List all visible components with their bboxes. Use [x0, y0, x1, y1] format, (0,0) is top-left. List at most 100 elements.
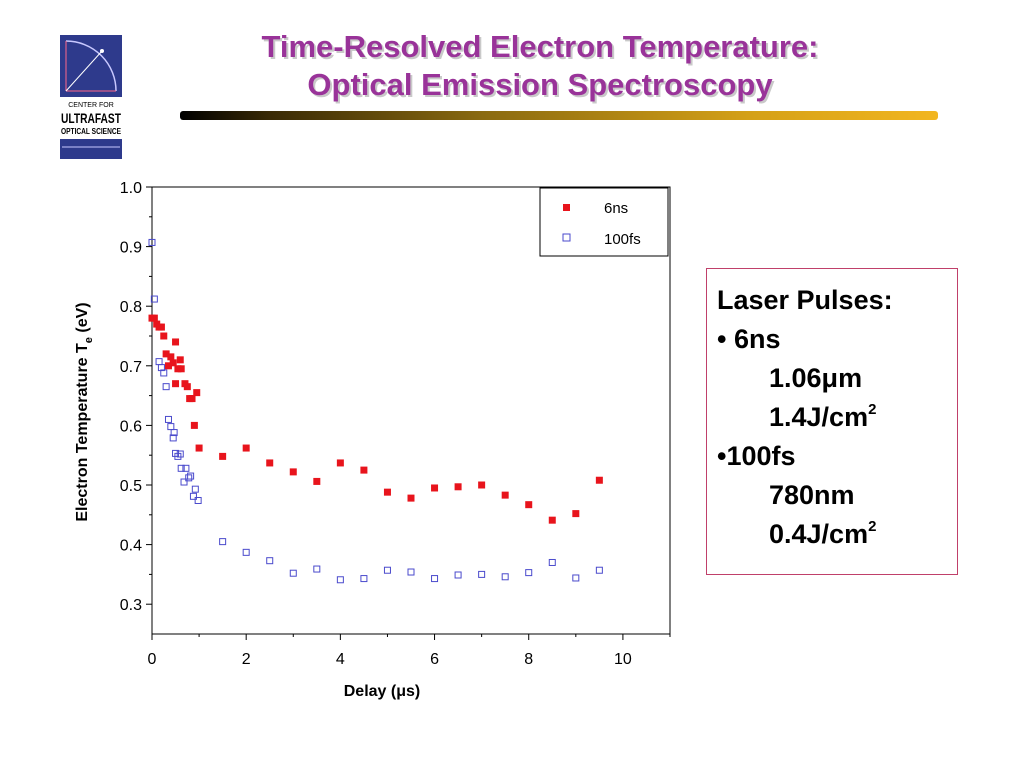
- legend: 6ns 100fs: [539, 187, 669, 257]
- x-tick-label: 6: [430, 651, 439, 668]
- pulse-100fs-label: •100fs: [717, 441, 796, 471]
- point-100fs: [187, 472, 195, 480]
- point-6ns: [266, 459, 274, 467]
- point-6ns: [360, 466, 368, 474]
- point-100fs: [182, 464, 190, 472]
- y-tick-label: 0.7: [120, 359, 142, 376]
- point-100fs: [155, 358, 163, 366]
- x-tick-label: 0: [148, 651, 157, 668]
- point-6ns: [478, 481, 486, 489]
- point-100fs: [431, 575, 439, 583]
- data-points: [148, 238, 603, 584]
- y-tick-label: 1.0: [120, 180, 142, 197]
- y-tick-label: 0.3: [120, 597, 142, 614]
- y-axis-label: Electron Temperature Te (eV): [74, 302, 95, 521]
- point-6ns: [219, 452, 227, 460]
- point-6ns: [383, 488, 391, 496]
- logo-line2: ULTRAFAST: [61, 110, 121, 126]
- point-100fs: [162, 383, 170, 391]
- logo-bottom-bar: [60, 139, 122, 159]
- x-axis-label: Delay (μs): [344, 683, 420, 700]
- point-6ns: [160, 332, 168, 340]
- legend-label-100fs: 100fs: [604, 231, 641, 248]
- point-100fs: [501, 573, 509, 581]
- pulse-6ns-fluence: 1.4J/cm2: [717, 398, 957, 437]
- pulse-100fs-fluence-exp: 2: [868, 518, 877, 535]
- point-100fs: [548, 558, 556, 566]
- point-100fs: [185, 474, 193, 482]
- point-6ns: [176, 356, 184, 364]
- pulse-100fs-fluence: 0.4J/cm2: [717, 515, 957, 554]
- logo-line1: CENTER FOR: [68, 102, 114, 109]
- y-tick-label: 0.8: [120, 299, 142, 316]
- point-6ns: [336, 459, 344, 467]
- point-6ns: [188, 395, 196, 403]
- point-6ns: [190, 421, 198, 429]
- point-100fs: [572, 574, 580, 582]
- point-6ns: [407, 494, 415, 502]
- point-6ns: [150, 314, 158, 322]
- legend-marker-100fs: [562, 233, 571, 242]
- pulse-6ns-fluence-value: 1.4J/cm: [769, 402, 869, 432]
- point-100fs: [148, 238, 156, 246]
- point-100fs: [289, 569, 297, 577]
- point-6ns: [501, 491, 509, 499]
- y-axis-label-unit: (eV): [74, 302, 91, 337]
- y-axis-ticks: 0.3 0.4 0.5 0.6 0.7 0.8 0.9 1.0: [120, 180, 152, 614]
- point-100fs: [157, 364, 165, 372]
- point-6ns: [183, 383, 191, 391]
- plot-border: [151, 186, 671, 635]
- pulse-100fs-wavelength: 780nm: [769, 480, 855, 510]
- point-100fs: [266, 557, 274, 565]
- point-6ns: [167, 353, 175, 361]
- point-100fs: [525, 569, 533, 577]
- point-100fs: [164, 415, 172, 423]
- laser-pulses-heading: Laser Pulses:: [717, 285, 893, 315]
- pulse-6ns-wavelength: 1.06μm: [769, 363, 863, 393]
- pulse-6ns-label: • 6ns: [717, 324, 781, 354]
- point-6ns: [454, 483, 462, 491]
- title-underline-bar: [180, 111, 938, 120]
- point-100fs: [595, 566, 603, 574]
- point-6ns: [164, 362, 172, 370]
- logo-line3: OPTICAL SCIENCE: [61, 127, 122, 136]
- point-6ns: [525, 501, 533, 509]
- y-tick-label: 0.4: [120, 538, 142, 555]
- point-100fs: [170, 429, 178, 437]
- point-100fs: [176, 450, 184, 458]
- legend-box: [539, 187, 669, 257]
- point-100fs: [150, 295, 158, 303]
- point-100fs: [242, 548, 250, 556]
- point-6ns: [431, 484, 439, 492]
- point-100fs: [194, 496, 202, 504]
- x-tick-label: 2: [242, 651, 251, 668]
- point-100fs: [160, 369, 168, 377]
- point-100fs: [169, 434, 177, 442]
- point-100fs: [478, 570, 486, 578]
- slide-title: Time-Resolved Electron Temperature: Opti…: [150, 28, 930, 104]
- title-line-1: Time-Resolved Electron Temperature:: [261, 29, 819, 64]
- point-6ns: [313, 477, 321, 485]
- point-6ns: [172, 338, 180, 346]
- pulse-100fs-fluence-value: 0.4J/cm: [769, 519, 869, 549]
- point-100fs: [407, 568, 415, 576]
- point-6ns: [195, 444, 203, 452]
- point-6ns: [177, 365, 185, 373]
- cuos-logo: CENTER FOR ULTRAFAST OPTICAL SCIENCE: [60, 35, 122, 159]
- point-6ns: [595, 476, 603, 484]
- legend-marker-6ns: [563, 204, 570, 211]
- point-100fs: [454, 571, 462, 579]
- title-line-2: Optical Emission Spectroscopy: [307, 67, 773, 102]
- point-6ns: [193, 389, 201, 397]
- point-6ns: [548, 516, 556, 524]
- y-axis-label-main: Electron Temperature T: [74, 343, 91, 522]
- point-6ns: [289, 468, 297, 476]
- point-6ns: [172, 380, 180, 388]
- x-tick-label: 4: [336, 651, 345, 668]
- point-100fs: [174, 452, 182, 460]
- scatter-chart: 0.3 0.4 0.5 0.6 0.7 0.8 0.9 1.0 0 2 4 6 8 10 Delay (…: [74, 180, 671, 700]
- legend-label-6ns: 6ns: [604, 200, 628, 217]
- x-tick-label: 10: [614, 651, 632, 668]
- laser-pulses-box: Laser Pulses: • 6ns 1.06μm 1.4J/cm2 •100…: [706, 268, 958, 575]
